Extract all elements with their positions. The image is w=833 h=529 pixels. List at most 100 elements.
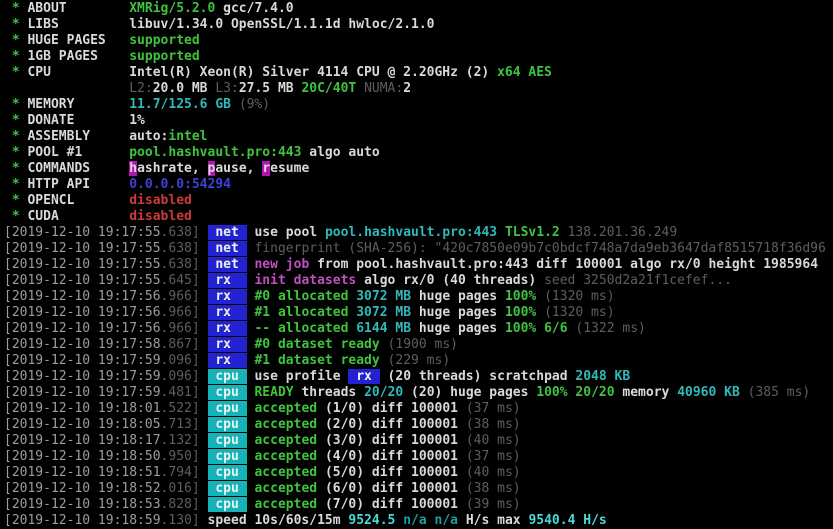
asterisk-icon: * <box>4 113 28 128</box>
log-message-segment: #0 dataset ready <box>254 337 388 352</box>
config-line: * DONATE 1% <box>4 113 833 129</box>
log-line: [2019-12-10 19:17:56.966] rx -- allocate… <box>4 321 833 337</box>
cpu-tag-badge: cpu <box>207 369 247 384</box>
config-value-segment: 20C/40T <box>301 81 365 96</box>
config-value-segment: intel <box>168 129 208 144</box>
config-value-segment: ause, <box>215 161 263 176</box>
config-value-segment: auto: <box>129 129 169 144</box>
config-value-segment: r <box>262 161 271 176</box>
log-line: [2019-12-10 19:17:55.638] net new job fr… <box>4 257 833 273</box>
log-line: [2019-12-10 19:17:55.638] net use pool p… <box>4 225 833 241</box>
config-line: L2:20.0 MB L3:27.5 MB 20C/40T NUMA:2 <box>4 81 833 97</box>
log-message-segment: accepted <box>254 497 325 512</box>
config-value-segment: 20.0 MB <box>152 81 216 96</box>
config-label: HTTP API <box>27 177 130 192</box>
log-message-segment: (5/0) diff 100001 <box>324 465 466 480</box>
config-value-segment: Intel(R) Xeon(R) Silver 4114 CPU @ 2.20G… <box>129 65 498 80</box>
log-message-segment: 9524.5 <box>348 513 404 528</box>
log-line: [2019-12-10 19:18:05.713] cpu accepted (… <box>4 417 833 433</box>
config-value-segment: pool.hashvault.pro:443 <box>129 145 302 160</box>
asterisk-icon: * <box>4 161 28 176</box>
log-message-segment: accepted <box>254 449 325 464</box>
config-value-segment: L2: <box>129 81 153 96</box>
asterisk-icon: * <box>4 97 28 112</box>
log-timestamp-ms: .950] <box>160 449 200 464</box>
log-line: [2019-12-10 19:18:51.794] cpu accepted (… <box>4 465 833 481</box>
spacer <box>200 513 208 528</box>
asterisk-icon: * <box>4 193 28 208</box>
net-tag-badge: net <box>207 257 247 272</box>
spacer <box>200 417 208 432</box>
log-timestamp-ms: .867] <box>160 337 200 352</box>
log-timestamp: [2019-12-10 19:17:55 <box>4 225 161 240</box>
asterisk-icon: * <box>4 1 28 16</box>
config-value-segment: ashrate, <box>137 161 208 176</box>
log-timestamp-ms: .638] <box>160 225 200 240</box>
log-line: [2019-12-10 19:17:58.867] rx #0 dataset … <box>4 337 833 353</box>
log-timestamp-ms: .966] <box>160 289 200 304</box>
asterisk-icon: * <box>4 129 28 144</box>
spacer <box>200 337 208 352</box>
log-timestamp: [2019-12-10 19:17:55 <box>4 241 161 256</box>
log-timestamp-ms: .828] <box>160 497 200 512</box>
asterisk-icon: * <box>4 17 28 32</box>
config-value-segment: NUMA: <box>364 81 404 96</box>
log-timestamp: [2019-12-10 19:17:59 <box>4 369 161 384</box>
config-label: DONATE <box>27 113 130 128</box>
config-line: * ABOUT XMRig/5.2.0 gcc/7.4.0 <box>4 1 833 17</box>
cpu-tag-badge: cpu <box>207 417 247 432</box>
log-message-segment: speed 10s/60s/15m <box>207 513 349 528</box>
rx-tag-badge: rx <box>207 289 247 304</box>
config-value-segment: h <box>129 161 138 176</box>
log-message-segment: 100% <box>504 305 545 320</box>
log-message-segment: (7/0) diff 100001 <box>324 497 466 512</box>
log-message-segment: (4/0) diff 100001 <box>324 449 466 464</box>
log-timestamp: [2019-12-10 19:17:55 <box>4 273 161 288</box>
log-timestamp-ms: .481] <box>160 385 200 400</box>
log-timestamp: [2019-12-10 19:18:59 <box>4 513 161 528</box>
spacer <box>200 465 208 480</box>
log-message-segment: TLSv1.2 <box>504 225 568 240</box>
rx-tag-badge: rx <box>207 353 247 368</box>
log-message-segment: 2048 KB <box>575 369 631 384</box>
log-message-segment: use profile <box>254 369 349 384</box>
config-value-segment: supported <box>129 49 200 64</box>
config-line: * OPENCL disabled <box>4 193 833 209</box>
miner-config-summary: * ABOUT XMRig/5.2.0 gcc/7.4.0 * LIBS lib… <box>4 1 833 225</box>
rx-tag-badge: rx <box>207 321 247 336</box>
log-timestamp-ms: .132] <box>160 433 200 448</box>
config-line: * 1GB PAGES supported <box>4 49 833 65</box>
log-message-segment: seed 3250d2a21f1cefef... <box>544 273 732 288</box>
log-message-segment: H/s max <box>465 513 529 528</box>
config-value-segment: p <box>207 161 216 176</box>
log-message-segment: 138.201.36.249 <box>567 225 678 240</box>
log-message-segment: 6144 MB <box>356 321 419 336</box>
cpu-tag-badge: cpu <box>207 481 247 496</box>
config-value-segment: 1% <box>129 113 145 128</box>
net-tag-badge: net <box>207 225 247 240</box>
log-message-segment: huge pages <box>418 305 505 320</box>
spacer <box>200 481 208 496</box>
spacer <box>200 385 208 400</box>
config-value-segment: algo auto <box>301 145 380 160</box>
log-line: [2019-12-10 19:17:59.096] cpu use profil… <box>4 369 833 385</box>
config-value-segment: 0.0.0.0:54294 <box>129 177 231 192</box>
log-timestamp-ms: .794] <box>160 465 200 480</box>
spacer <box>200 321 208 336</box>
config-label: CPU <box>27 65 130 80</box>
log-timestamp: [2019-12-10 19:18:52 <box>4 481 161 496</box>
log-timestamp-ms: .016] <box>160 481 200 496</box>
config-value-segment: libuv/1.34.0 OpenSSL/1.1.1d hwloc/2.1.0 <box>129 17 435 32</box>
log-message-segment: pool.hashvault.pro:443 <box>324 225 505 240</box>
config-line: * CUDA disabled <box>4 209 833 225</box>
log-message-segment: algo rx/0 (40 threads) <box>364 273 545 288</box>
log-timestamp: [2019-12-10 19:17:56 <box>4 289 161 304</box>
log-message-segment: -- allocated <box>254 321 357 336</box>
log-message-segment: 100% 6/6 <box>504 321 576 336</box>
log-message-segment: accepted <box>254 417 325 432</box>
log-timestamp: [2019-12-10 19:18:51 <box>4 465 161 480</box>
log-message-segment: (38 ms) <box>465 481 521 496</box>
spacer <box>200 369 208 384</box>
log-message-segment: (6/0) diff 100001 <box>324 481 466 496</box>
